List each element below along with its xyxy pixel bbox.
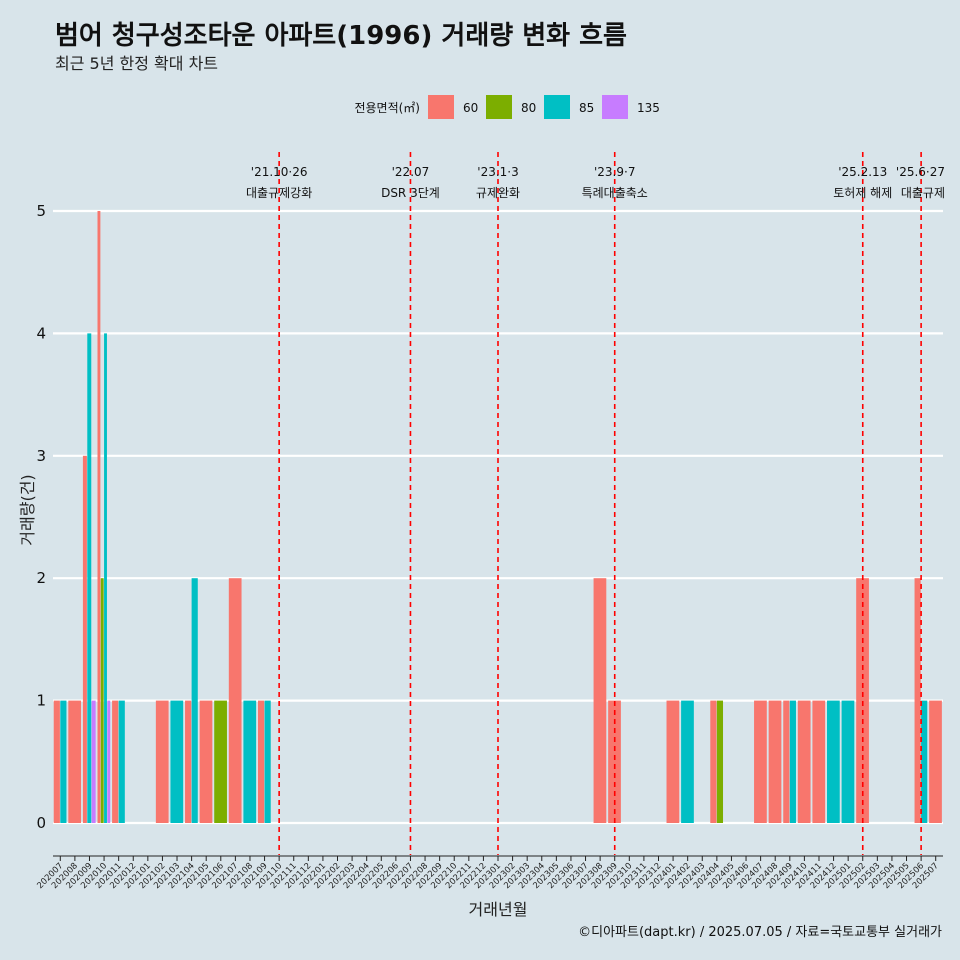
bar-202106-80 [214, 700, 227, 823]
bar-202109-60 [257, 700, 265, 823]
event-lines: '21.10·26 대출규제강화 '22.07 DSR 3단계 '23.1·3 규제완화 '… [246, 152, 945, 855]
caption: ©디아파트(dapt.kr) / 2025.07.05 / 자료=국토교통부 실… [578, 925, 942, 940]
bar-202410-60 [797, 700, 811, 823]
bar-202011-85 [118, 700, 125, 823]
bar-202104-60 [185, 700, 192, 823]
bar-202506-85 [921, 700, 928, 823]
bar-202008-60 [68, 700, 82, 823]
event-date: '21.10·26 [251, 165, 308, 179]
bar-202404-80 [716, 700, 724, 823]
bar-202010-135 [107, 700, 111, 823]
bar-202009-60 [82, 455, 87, 823]
chart-title: 범어 청구성조타운 아파트(1996) 거래량 변화 흐름 [55, 21, 627, 51]
bar-202506-60 [914, 578, 921, 823]
event-date: '25.2.13 [838, 165, 887, 179]
legend: 전용면적(㎡) 60 80 85 135 [354, 95, 660, 119]
y-tick-label: 0 [36, 814, 46, 832]
bar-202407-60 [754, 700, 767, 823]
event-date: '25.6·27 [896, 165, 945, 179]
legend-label-60: 60 [463, 101, 478, 115]
bar-202507-60 [929, 700, 942, 823]
y-tick-label: 5 [36, 202, 46, 220]
bar-202107-60 [228, 578, 242, 823]
chart-subtitle: 최근 5년 한정 확대 차트 [55, 54, 218, 73]
bar-202409-60 [783, 700, 790, 823]
event-label: 특례대출축소 [582, 186, 648, 200]
bar-202502-60 [856, 578, 869, 823]
bar-202007-85 [60, 700, 67, 823]
bars [53, 211, 942, 823]
event-date: '23.9·7 [594, 165, 635, 179]
bar-202408-60 [768, 700, 782, 823]
y-axis-title: 거래량(건) [18, 474, 37, 545]
bar-202404-60 [710, 700, 717, 823]
bar-202108-85 [243, 700, 257, 823]
event-label: 대출규제강화 [246, 186, 312, 200]
legend-title: 전용면적(㎡) [354, 101, 420, 115]
bar-202102-60 [155, 700, 169, 823]
event-date: '23.1·3 [477, 165, 518, 179]
legend-swatch-85 [544, 95, 570, 119]
event-label: DSR 3단계 [381, 186, 440, 200]
legend-swatch-135 [602, 95, 628, 119]
bar-202501-85 [841, 700, 855, 823]
y-axis: 0 1 2 3 4 5 [36, 202, 46, 832]
bar-202011-60 [112, 700, 119, 823]
x-axis-title: 거래년월 [469, 900, 528, 919]
bar-202402-85 [681, 700, 694, 823]
bar-202409-85 [789, 700, 796, 823]
bar-202010-85 [104, 333, 107, 823]
y-tick-label: 4 [36, 324, 46, 342]
legend-label-80: 80 [521, 101, 536, 115]
x-axis: 2020072020082020092020102020112020122021… [35, 855, 943, 891]
event-label: 대출규제 [901, 186, 945, 200]
bar-202103-85 [170, 700, 184, 823]
bar-202009-85 [87, 333, 92, 823]
bar-202007-60 [53, 700, 60, 823]
event-date: '22.07 [392, 165, 430, 179]
bar-202105-60 [199, 700, 213, 823]
y-tick-label: 1 [36, 692, 46, 710]
y-tick-label: 3 [36, 447, 46, 465]
bar-202010-80 [100, 578, 104, 823]
event-label: 토허제 해제 [833, 186, 892, 200]
bar-202412-85 [827, 700, 840, 823]
event-label: 규제완화 [476, 186, 520, 200]
legend-swatch-80 [486, 95, 512, 119]
y-tick-label: 2 [36, 569, 46, 587]
legend-label-135: 135 [637, 101, 660, 115]
bar-202401-60 [666, 700, 680, 823]
bar-202411-60 [812, 700, 826, 823]
bar-202308-60 [593, 578, 607, 823]
bar-202010-60 [97, 211, 101, 823]
legend-label-85: 85 [579, 101, 594, 115]
legend-swatch-60 [428, 95, 454, 119]
bar-202309-60 [608, 700, 621, 823]
bar-202109-85 [264, 700, 271, 823]
bar-202009-135 [91, 700, 96, 823]
bar-202104-85 [191, 578, 198, 823]
